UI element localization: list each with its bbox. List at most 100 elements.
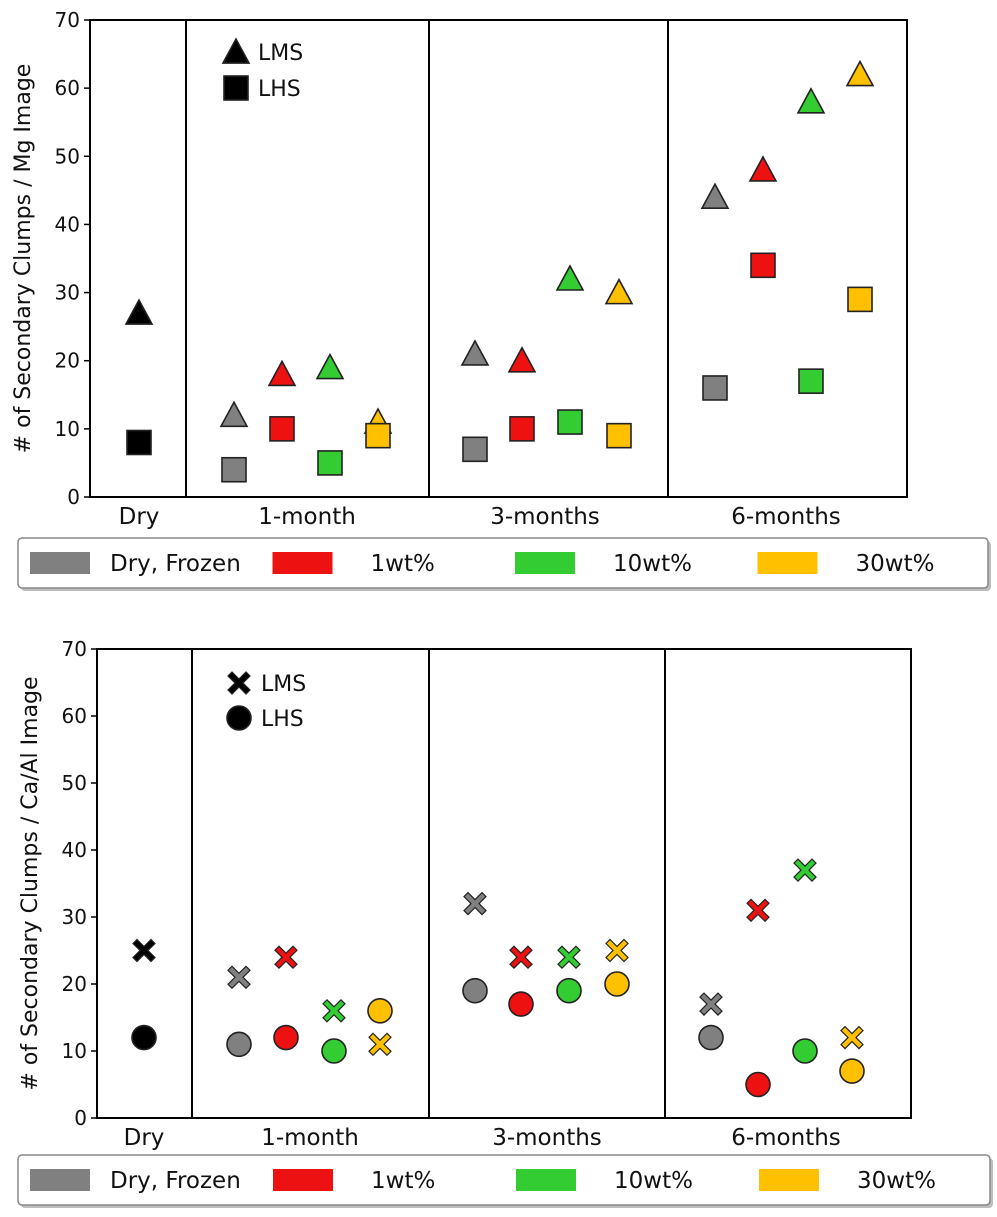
data-point [798, 368, 824, 394]
legend-box [17, 1154, 991, 1206]
y-axis-label: # of Secondary Clumps / Ca/Al Image [18, 676, 43, 1090]
y-tick-label: 40 [62, 838, 87, 862]
data-point [748, 155, 778, 182]
legend-label: 10wt% [613, 551, 692, 577]
y-tick-label: 50 [62, 771, 87, 795]
data-point [321, 1038, 347, 1064]
marker-legend-lms-icon [227, 671, 251, 695]
legend-swatch [30, 1169, 90, 1191]
data-point [509, 945, 533, 970]
data-point [508, 991, 534, 1017]
x-group-label: Dry [119, 504, 160, 530]
data-point [699, 992, 723, 1016]
y-tick-label: 0 [74, 1106, 87, 1130]
data-point [847, 286, 873, 313]
x-group-label: 1-month [261, 1125, 359, 1151]
y-tick-label: 20 [62, 972, 87, 996]
marker-legend-label: LHS [258, 77, 301, 102]
data-point [555, 264, 585, 291]
chart-panel-2: 0 10 20 30 40 50 60 70 # of Secondary Clumps / C… [17, 637, 993, 1208]
data-point [840, 1025, 864, 1050]
marker-legend-label: LMS [258, 41, 303, 66]
data-point [462, 977, 488, 1004]
data-point [605, 938, 629, 963]
marker-legend-label: LMS [261, 672, 306, 697]
legend-label: 10wt% [614, 1168, 693, 1194]
data-point [845, 59, 875, 87]
data-point [317, 450, 343, 476]
data-point [462, 436, 488, 463]
data-point [557, 409, 583, 435]
y-tick-label: 20 [55, 349, 80, 373]
plot-frame [96, 648, 912, 1119]
data-point [796, 87, 826, 114]
data-point [131, 1024, 157, 1051]
legend-label: Dry, Frozen [110, 551, 241, 577]
y-tick-label: 70 [55, 8, 80, 32]
legend-label: 30wt% [856, 551, 935, 577]
data-point [750, 252, 776, 279]
data-point [322, 998, 346, 1023]
y-tick-label: 60 [62, 704, 87, 728]
chart-panel-1: 0 10 20 30 40 50 60 70 # of Secondary Clumps / M… [11, 8, 991, 591]
marker-legend-lhs-icon [226, 705, 252, 731]
data-point [124, 298, 154, 325]
data-point [126, 429, 152, 456]
y-tick-label: 30 [55, 281, 80, 305]
y-tick-label: 10 [55, 417, 80, 441]
data-point [793, 858, 817, 882]
data-point [365, 422, 391, 449]
data-point [274, 945, 298, 970]
data-point [221, 456, 247, 483]
data-point [700, 182, 730, 210]
legend-label: 1wt% [371, 551, 435, 577]
data-point [698, 1024, 724, 1051]
x-group-label: Dry [124, 1125, 165, 1151]
data-point [839, 1058, 865, 1084]
x-group-label: 1-month [258, 504, 356, 530]
data-point [132, 938, 156, 963]
data-point [269, 416, 295, 442]
legend-label: 30wt% [857, 1168, 936, 1194]
data-point [273, 1024, 299, 1051]
legend-label: 1wt% [371, 1168, 435, 1194]
data-point [219, 400, 249, 428]
legend-swatch [757, 552, 818, 574]
y-tick-label: 0 [67, 485, 80, 509]
data-point [606, 422, 632, 449]
y-tick-label: 10 [62, 1039, 87, 1063]
marker-legend-lhs-icon [223, 75, 249, 101]
data-point [267, 359, 297, 387]
y-tick-label: 30 [62, 905, 87, 929]
legend-label: Dry, Frozen [110, 1168, 241, 1194]
data-point [368, 1032, 392, 1057]
x-group-label: 3-months [490, 504, 600, 530]
y-tick-label: 60 [55, 76, 80, 100]
x-group-label: 6-months [731, 1125, 841, 1151]
legend-box [17, 537, 989, 589]
legend-swatch [30, 552, 90, 574]
data-point [604, 971, 630, 997]
marker-legend-lms-icon [221, 37, 251, 64]
data-point [702, 375, 728, 401]
data-point [226, 1031, 252, 1058]
data-point [604, 277, 634, 305]
x-group-label: 3-months [492, 1125, 602, 1151]
legend-swatch [273, 1169, 333, 1191]
x-group-label: 6-months [731, 504, 841, 530]
data-point [745, 1071, 771, 1098]
legend-swatch [516, 1169, 576, 1191]
data-point [746, 898, 770, 923]
plot-frame [89, 19, 908, 498]
data-point [367, 997, 393, 1024]
data-point [509, 416, 535, 442]
data-point [507, 346, 537, 373]
y-axis-label: # of Secondary Clumps / Mg Image [11, 64, 36, 454]
legend-swatch [515, 552, 575, 574]
legend-swatch [759, 1169, 819, 1191]
y-tick-label: 50 [55, 144, 80, 168]
y-tick-label: 70 [62, 637, 87, 661]
data-point [556, 977, 582, 1004]
data-point [792, 1038, 818, 1064]
